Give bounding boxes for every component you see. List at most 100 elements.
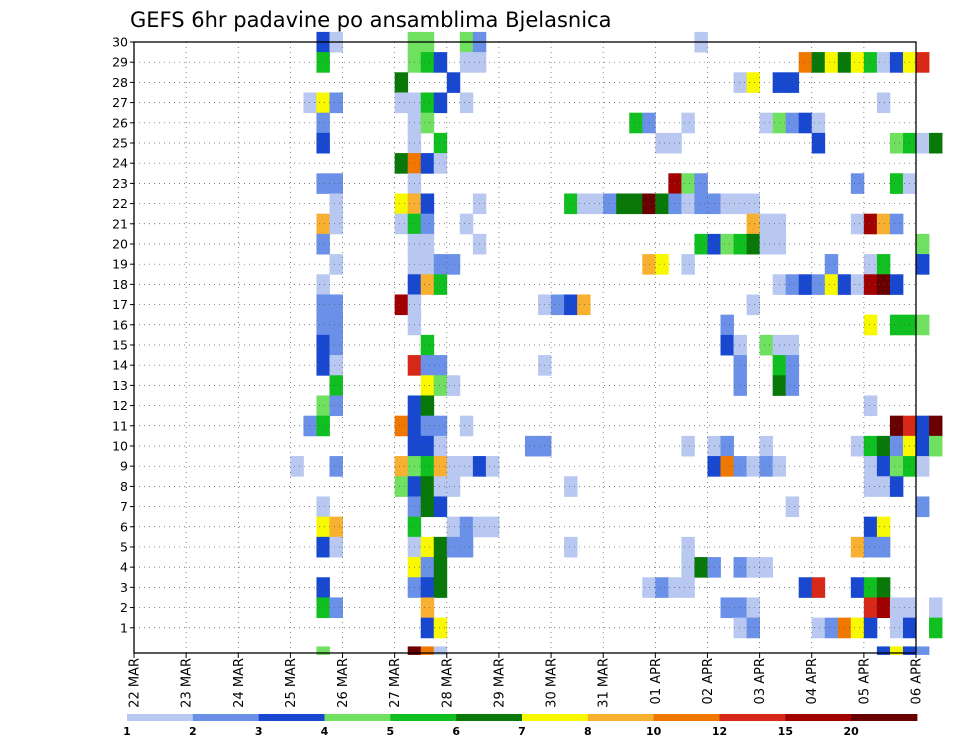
heatmap-cell: [329, 395, 343, 417]
heatmap-cell: [420, 233, 435, 255]
heatmap-cell: [316, 395, 330, 417]
legend-swatch: [390, 714, 457, 721]
legend-level-label: 7: [518, 725, 526, 738]
heatmap-cell: [394, 476, 409, 497]
heatmap-cell: [850, 577, 865, 598]
heatmap-cell: [889, 476, 904, 497]
heatmap-cell: [681, 577, 695, 598]
heatmap-cell: [850, 274, 865, 295]
heatmap-cell: [316, 496, 330, 518]
heatmap-cell: [811, 112, 826, 134]
heatmap-cell: [394, 213, 409, 235]
heatmap-cell: [316, 415, 330, 437]
heatmap-cell: [433, 254, 448, 275]
heatmap-cell: [863, 597, 878, 619]
y-tick-label: 13: [112, 378, 128, 393]
heatmap-cell: [798, 52, 813, 73]
heatmap-cell: [316, 597, 330, 619]
heatmap-cell: [811, 274, 826, 295]
heatmap-cell: [420, 646, 435, 655]
x-axis-ticks: 22 MAR 23 MAR 24 MAR 25 MAR 26 MAR 27 MAR 28 M…: [128, 653, 925, 708]
heatmap-cell: [863, 274, 878, 295]
x-tick-label: 25 MAR: [284, 658, 299, 708]
heatmap-cell: [759, 456, 774, 477]
heatmap-cell: [433, 355, 448, 376]
heatmap-cell: [394, 72, 409, 93]
heatmap-cell: [681, 112, 695, 134]
heatmap-cell: [629, 193, 643, 215]
heatmap-cell: [420, 254, 435, 275]
legend-swatch: [522, 714, 589, 721]
heatmap-cell: [420, 193, 435, 215]
heatmap-cell: [394, 415, 409, 437]
heatmap-cell: [316, 233, 330, 255]
x-tick-label: 01 APR: [649, 658, 664, 704]
x-tick-label: 05 APR: [857, 658, 872, 704]
heatmap-cell: [329, 92, 343, 114]
heatmap-cell: [303, 92, 317, 114]
x-tick-label: 02 APR: [701, 658, 716, 704]
heatmap-cell: [876, 646, 891, 655]
x-tick-label: 22 MAR: [128, 658, 143, 708]
heatmap-cell: [850, 536, 865, 558]
heatmap-cell: [929, 132, 943, 154]
y-tick-label: 26: [112, 115, 128, 130]
x-tick-label: 27 MAR: [388, 658, 403, 708]
heatmap-cell: [824, 254, 839, 275]
heatmap-cell: [876, 516, 891, 538]
heatmap-cell: [420, 213, 435, 235]
legend-swatch: [719, 714, 786, 721]
heatmap-cell: [720, 456, 734, 477]
heatmap-cell: [811, 617, 826, 639]
legend-swatch: [258, 714, 325, 721]
legend-level-label: 8: [584, 725, 592, 738]
legend-swatch: [851, 714, 918, 721]
heatmap-cell: [329, 355, 343, 376]
y-tick-label: 27: [112, 95, 128, 110]
heatmap-cell: [433, 456, 448, 477]
heatmap-cell: [889, 52, 904, 73]
heatmap-cell: [459, 516, 474, 538]
heatmap-cell: [746, 233, 760, 255]
heatmap-cell: [889, 646, 904, 655]
heatmap-cell: [616, 193, 630, 215]
heatmap-cell: [394, 456, 409, 477]
y-tick-label: 2: [120, 600, 128, 615]
heatmap-cell: [720, 193, 734, 215]
heatmap-cell: [394, 92, 409, 114]
x-tick-label: 24 MAR: [232, 658, 247, 708]
heatmap-cell: [329, 375, 343, 396]
heatmap-cell: [394, 193, 409, 215]
heatmap-cell: [329, 193, 343, 215]
x-tick-label: 03 APR: [753, 658, 768, 704]
heatmap-cell: [876, 597, 891, 619]
heatmap-cell: [720, 314, 734, 336]
legend-swatch: [785, 714, 852, 721]
heatmap-cell: [316, 112, 330, 134]
heatmap-cell: [433, 375, 448, 396]
heatmap-cell: [889, 415, 904, 437]
heatmap-cell: [811, 132, 826, 154]
y-tick-label: 30: [112, 35, 128, 50]
heatmap-cell: [420, 496, 435, 518]
heatmap-cell: [420, 415, 435, 437]
heatmap-cell: [316, 132, 330, 154]
heatmap-cell: [446, 536, 461, 558]
legend-level-label: 15: [778, 725, 793, 738]
chart-title: GEFS 6hr padavine po ansamblima Bjelasni…: [130, 8, 611, 32]
heatmap-cell: [459, 456, 474, 477]
legend-swatch: [324, 714, 391, 721]
heatmap-cell: [759, 112, 774, 134]
heatmap-cell: [850, 173, 865, 194]
legend-level-label: 10: [646, 725, 662, 738]
heatmap-cell: [394, 153, 409, 174]
heatmap-cell: [433, 496, 448, 518]
legend-level-label: 12: [712, 725, 727, 738]
heatmap-cell: [420, 52, 435, 73]
heatmap-cell: [720, 597, 734, 619]
y-tick-label: 23: [112, 176, 128, 191]
heatmap-cell: [629, 112, 643, 134]
heatmap-cell: [720, 435, 734, 457]
heatmap-cell: [889, 173, 904, 194]
